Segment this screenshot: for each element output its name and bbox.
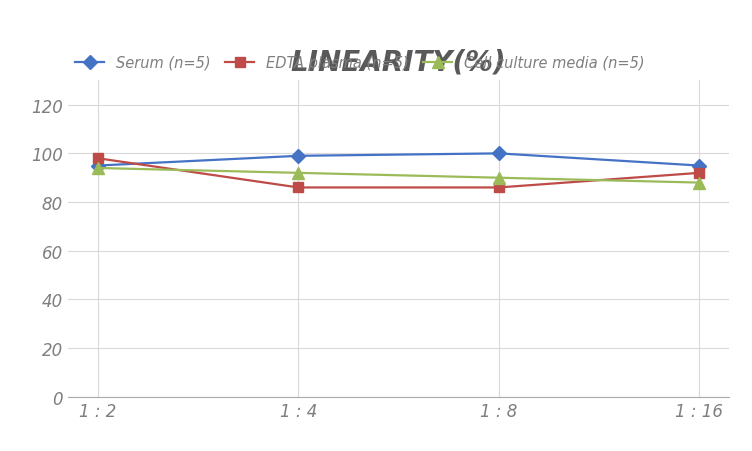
- EDTA plasma (n=5): [294, 185, 303, 191]
- Cell culture media (n=5): [294, 171, 303, 176]
- Line: EDTA plasma (n=5): EDTA plasma (n=5): [93, 154, 704, 193]
- Serum (n=5): [494, 152, 503, 157]
- EDTA plasma (n=5): [494, 185, 503, 191]
- Cell culture media (n=5): [494, 175, 503, 181]
- Cell culture media (n=5): [93, 166, 102, 171]
- Line: Cell culture media (n=5): Cell culture media (n=5): [92, 163, 705, 189]
- Serum (n=5): [294, 154, 303, 159]
- Line: Serum (n=5): Serum (n=5): [93, 149, 704, 171]
- Title: LINEARITY(%): LINEARITY(%): [291, 48, 506, 76]
- Serum (n=5): [93, 163, 102, 169]
- Serum (n=5): [695, 163, 704, 169]
- Cell culture media (n=5): [695, 180, 704, 186]
- Legend: Serum (n=5), EDTA plasma (n=5), Cell culture media (n=5): Serum (n=5), EDTA plasma (n=5), Cell cul…: [75, 56, 644, 71]
- EDTA plasma (n=5): [93, 156, 102, 161]
- EDTA plasma (n=5): [695, 171, 704, 176]
